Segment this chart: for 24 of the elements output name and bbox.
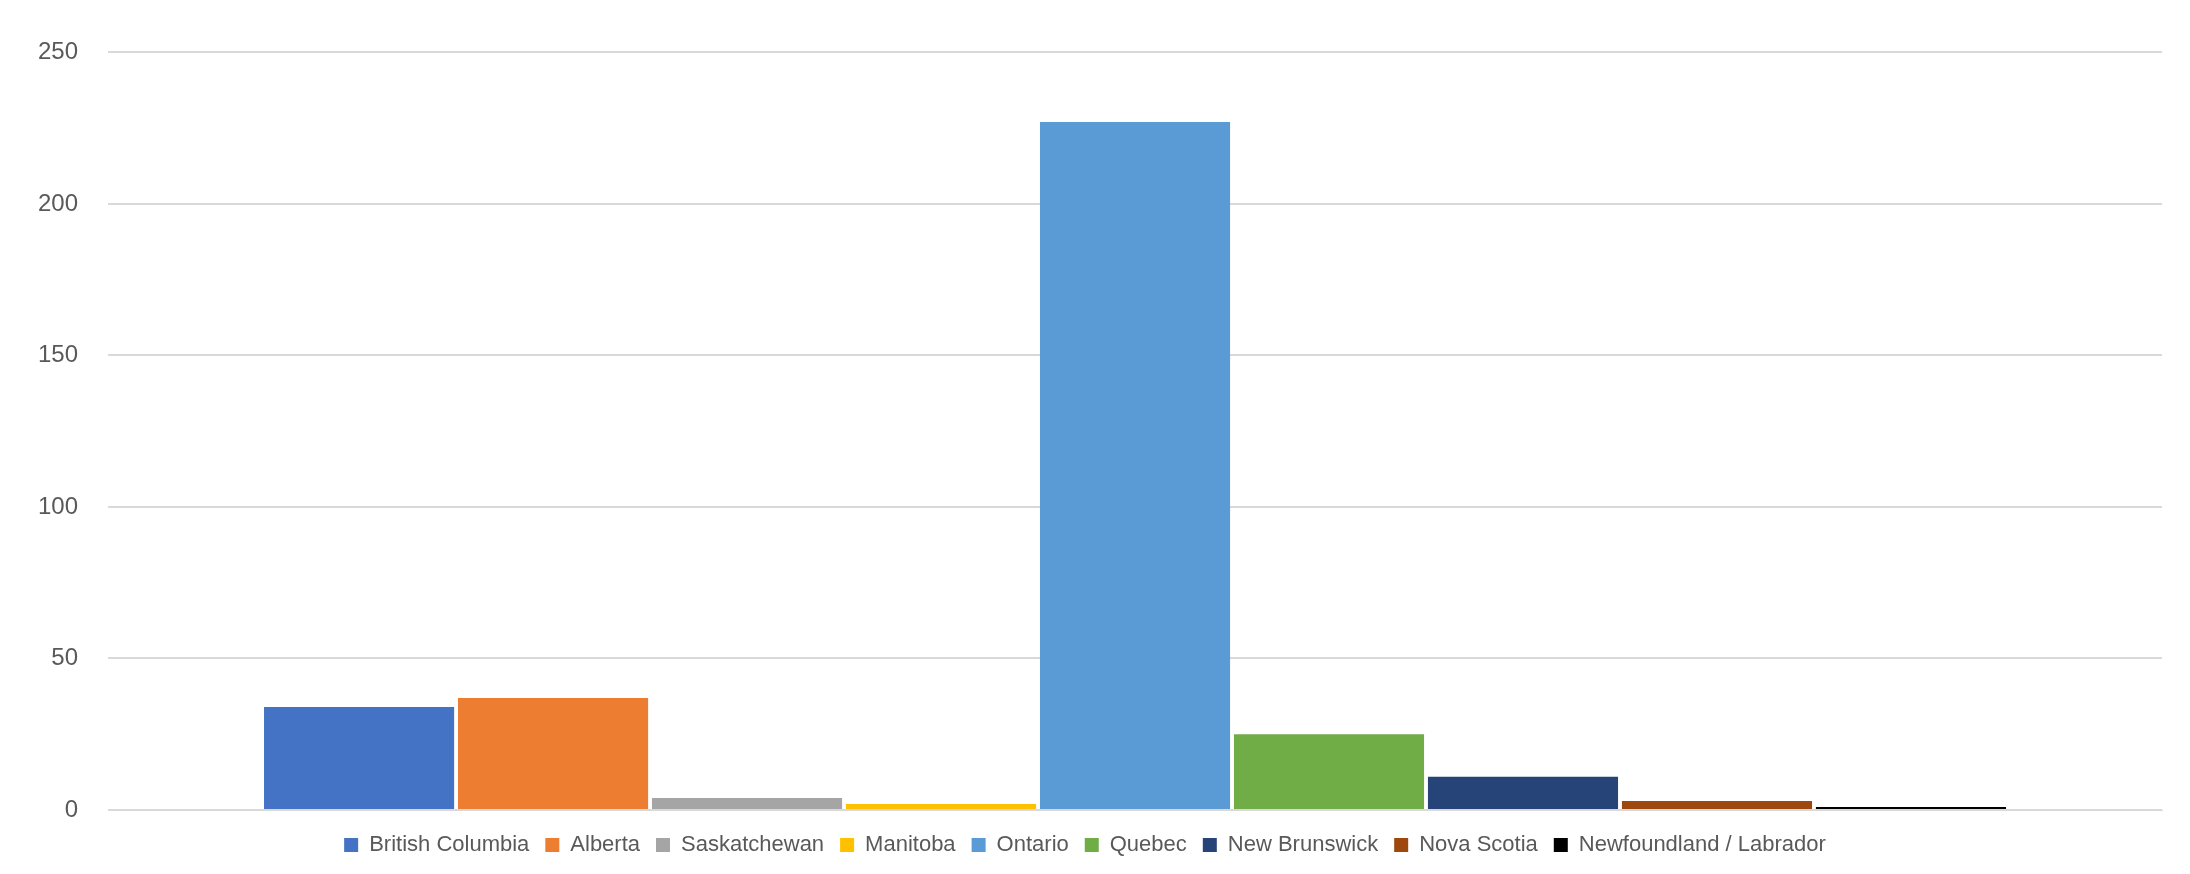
y-tick-label: 0 — [64, 794, 79, 822]
bar — [1621, 800, 1813, 809]
bar — [1233, 734, 1425, 809]
y-tick-label: 100 — [38, 491, 79, 519]
legend-label: Manitoba — [865, 831, 957, 857]
y-tick-label: 200 — [38, 188, 79, 216]
bar — [845, 803, 1037, 809]
bar — [1039, 122, 1231, 809]
bar — [458, 697, 649, 809]
bar — [264, 706, 455, 809]
legend-label: Ontario — [996, 831, 1069, 857]
legend-label: Alberta — [570, 831, 641, 857]
legend-label: Saskatchewan — [681, 831, 825, 857]
legend-label: British Columbia — [369, 831, 531, 857]
y-tick-label: 250 — [38, 37, 79, 65]
legend-label: Nova Scotia — [1419, 831, 1539, 857]
legend-label: Quebec — [1109, 831, 1187, 857]
legend-label: Newfoundland / Labrador — [1578, 831, 1826, 857]
legend-label: New Brunswick — [1227, 831, 1380, 857]
bar — [652, 797, 843, 809]
bar — [1815, 806, 2007, 809]
y-tick-label: 50 — [51, 643, 79, 671]
y-tick-label: 150 — [38, 340, 79, 368]
bar — [1427, 776, 1619, 809]
